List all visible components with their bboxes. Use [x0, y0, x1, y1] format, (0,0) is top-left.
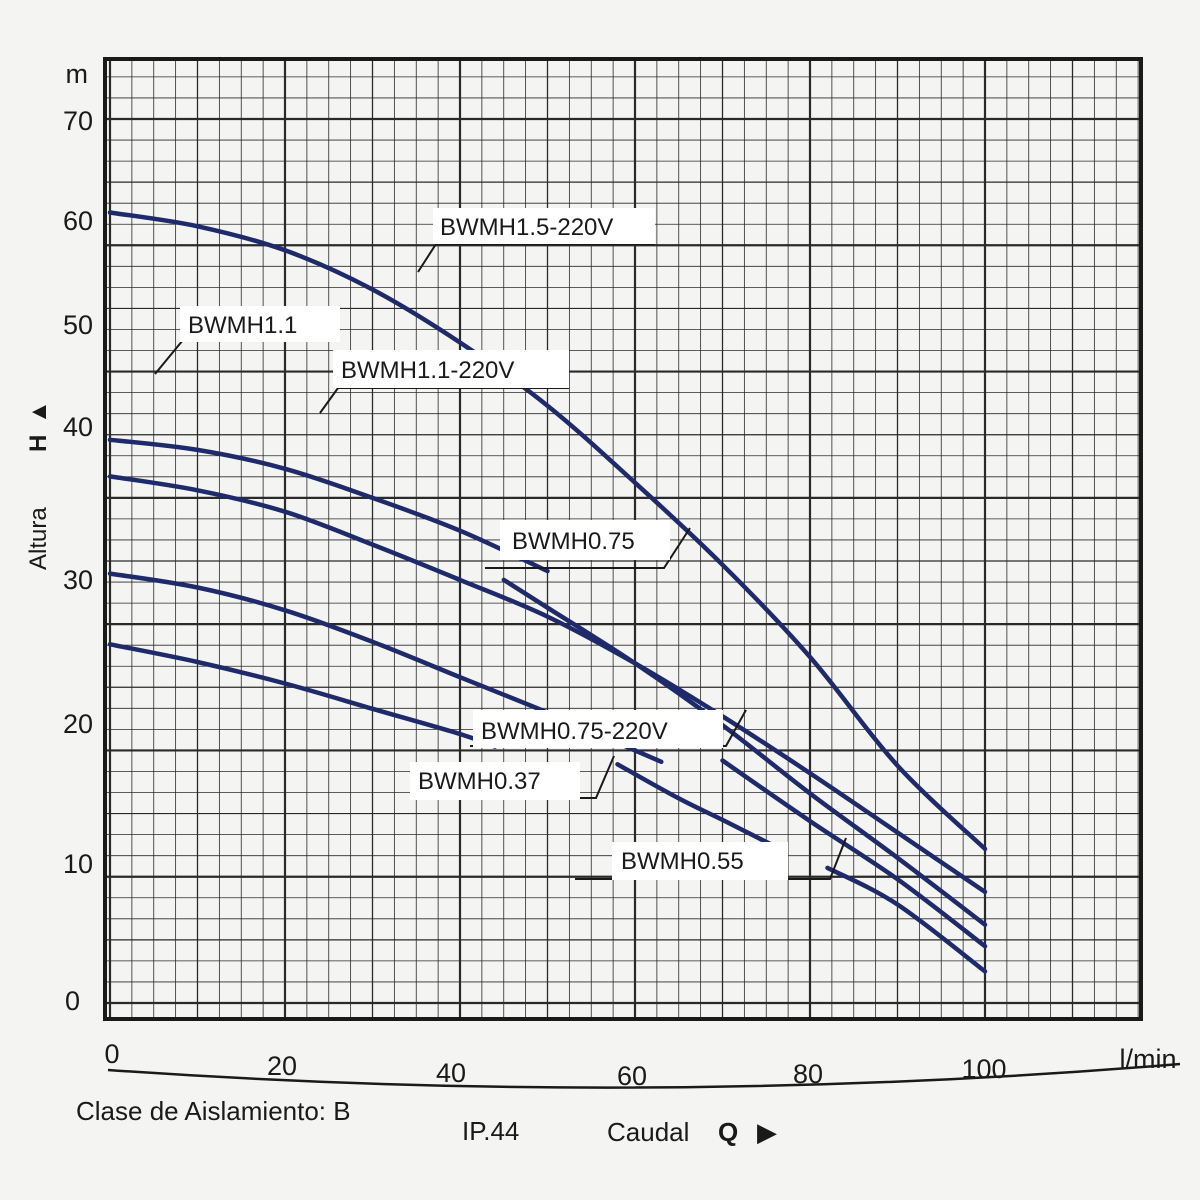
y-axis-title-text: Altura — [25, 507, 52, 570]
y-axis: m 70 60 50 40 30 20 10 0 — [63, 59, 93, 1016]
series-label-box — [500, 520, 670, 560]
y-tick-label: 20 — [63, 709, 93, 739]
curve-bwmh0-37 — [107, 642, 498, 749]
x-axis-title-text: Caudal — [607, 1117, 689, 1147]
series-label-box — [333, 350, 569, 388]
performance-curves — [107, 210, 988, 974]
y-axis-title: Altura H ▲ — [25, 400, 52, 570]
y-tick-label: 0 — [65, 986, 80, 1016]
x-tick-label: 0 — [104, 1039, 119, 1069]
curve-bwmh1-1 — [107, 437, 550, 574]
leader-bwmh0-75 — [485, 527, 691, 569]
series-label-bwmh1-1: BWMH1.1 — [188, 312, 297, 339]
series-label-bwmh0-75: BWMH0.75 — [512, 528, 635, 555]
x-unit-label: l/min — [1119, 1044, 1176, 1074]
y-tick-label: 50 — [63, 310, 93, 340]
curve-bwmh0-75 — [107, 474, 988, 895]
y-tick-label: 30 — [63, 565, 93, 595]
curve-bwmh1-5-220v — [107, 210, 988, 852]
y-tick-label: 70 — [63, 106, 93, 136]
x-axis-title-symbol: Q — [718, 1117, 738, 1147]
series-label-bwmh0-37: BWMH0.37 — [418, 768, 541, 795]
x-axis: 0 20 40 60 80 100 l/min — [104, 1039, 1181, 1091]
series-label-bwmh1-5-220v: BWMH1.5-220V — [440, 214, 613, 241]
plot-frame — [103, 57, 1143, 1021]
y-axis-arrow-icon: ▲ — [25, 400, 52, 424]
x-tick-label: 60 — [617, 1061, 647, 1091]
x-axis-underline — [107, 1062, 1181, 1089]
x-tick-label: 20 — [267, 1051, 297, 1081]
series-label-box — [612, 842, 788, 880]
curve-segment-7 — [615, 762, 778, 849]
series-label-box — [410, 762, 580, 800]
series-label-box — [433, 208, 655, 244]
grid-lines — [105, 59, 1141, 1019]
ip-rating-text: IP.44 — [462, 1116, 519, 1146]
insulation-class-text: Clase de Aislamiento: B — [76, 1096, 351, 1126]
series-label-box — [473, 710, 723, 748]
series-label-bwmh0-75-220v: BWMH0.75-220V — [481, 718, 668, 745]
series-labels: BWMH1.5-220V BWMH1.1 BWMH1.1-220V BWMH0.… — [180, 208, 788, 880]
x-axis-arrow-icon: ▶ — [757, 1117, 777, 1147]
curve-segment-8 — [825, 865, 988, 974]
footer: Clase de Aislamiento: B IP.44 Caudal Q ▶ — [76, 1096, 777, 1147]
series-label-box — [180, 306, 340, 342]
y-axis-title-symbol: H — [25, 435, 52, 452]
y-unit-label: m — [66, 59, 89, 89]
y-tick-label: 40 — [63, 412, 93, 442]
x-tick-label: 40 — [436, 1058, 466, 1088]
y-tick-label: 10 — [63, 849, 93, 879]
series-label-bwmh1-1-220v: BWMH1.1-220V — [341, 357, 514, 384]
y-tick-label: 60 — [63, 206, 93, 236]
curve-bwmh0-55 — [720, 758, 988, 949]
series-label-bwmh0-55: BWMH0.55 — [621, 848, 744, 875]
curve-bwmh1-1-220v — [501, 577, 988, 927]
